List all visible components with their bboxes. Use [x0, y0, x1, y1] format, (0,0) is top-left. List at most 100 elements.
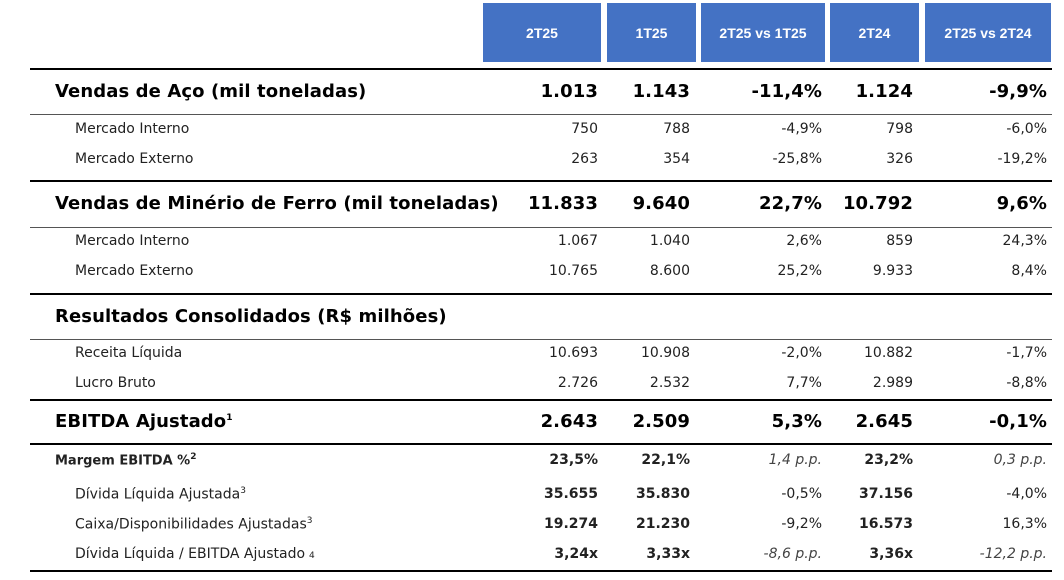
column-header-2t25-vs-2t24: 2T25 vs 2T24	[925, 3, 1051, 62]
cell-2t25-vs-1t25: -0,5%	[781, 486, 822, 502]
footnote-marker: 3	[306, 516, 313, 526]
cell-2t25-vs-1t25: 5,3%	[771, 411, 822, 432]
column-header-label: 2T25 vs 2T24	[944, 24, 1032, 41]
row-label: Mercado Interno	[75, 121, 190, 137]
cell-1t25: 2.532	[649, 375, 690, 391]
footnote-marker: 4	[309, 551, 315, 561]
cell-2t25: 35.655	[543, 486, 598, 502]
cell-2t24: 2.645	[855, 411, 913, 432]
cell-2t25-vs-1t25: 1,4 p.p.	[768, 452, 822, 468]
cell-2t24: 3,36x	[869, 546, 913, 562]
cell-2t25: 3,24x	[554, 546, 598, 562]
cell-2t24: 37.156	[858, 486, 913, 502]
cell-2t25-vs-2t24: -6,0%	[1006, 121, 1047, 137]
cell-1t25: 35.830	[635, 486, 690, 502]
divider	[30, 443, 1052, 445]
column-header-label: 2T24	[858, 24, 891, 41]
row-label-text: Dívida Líquida / EBITDA Ajustado	[75, 546, 306, 562]
cell-1t25: 354	[663, 151, 690, 167]
row-label: Mercado Externo	[75, 151, 194, 167]
cell-2t25-vs-1t25: 2,6%	[786, 233, 822, 249]
cell-2t25: 263	[571, 151, 598, 167]
cell-2t25-vs-1t25: -8,6 p.p.	[763, 546, 822, 562]
cell-2t25: 10.693	[549, 345, 598, 361]
cell-2t24: 326	[886, 151, 913, 167]
row-title: EBITDA Ajustado1	[55, 411, 233, 432]
cell-2t25-vs-2t24: -12,2 p.p.	[979, 546, 1047, 562]
cell-2t24: 10.792	[842, 193, 913, 214]
row-label: Lucro Bruto	[75, 375, 156, 391]
cell-2t25: 23,5%	[549, 452, 598, 468]
cell-1t25: 8.600	[649, 263, 690, 279]
cell-2t24: 9.933	[872, 263, 913, 279]
cell-2t25-vs-1t25: 22,7%	[759, 193, 822, 214]
column-header-label: 1T25	[635, 24, 668, 41]
row-title: Margem EBITDA %2	[55, 452, 196, 468]
cell-1t25: 788	[663, 121, 690, 137]
cell-2t24: 1.124	[855, 81, 913, 102]
row-label: Mercado Interno	[75, 233, 190, 249]
cell-1t25: 21.230	[635, 516, 690, 532]
cell-1t25: 9.640	[632, 193, 690, 214]
cell-1t25: 1.143	[632, 81, 690, 102]
row-label: Receita Líquida	[75, 345, 183, 361]
cell-2t25: 1.013	[540, 81, 598, 102]
cell-1t25: 1.040	[649, 233, 690, 249]
cell-2t24: 23,2%	[864, 452, 913, 468]
cell-2t24: 798	[886, 121, 913, 137]
cell-1t25: 2.509	[632, 411, 690, 432]
column-header-label: 2T25	[526, 24, 558, 41]
divider	[30, 114, 1052, 115]
cell-2t25: 10.765	[549, 263, 598, 279]
cell-2t25-vs-1t25: -4,9%	[781, 121, 822, 137]
cell-2t25-vs-2t24: -1,7%	[1006, 345, 1047, 361]
cell-2t25: 2.643	[540, 411, 598, 432]
cell-2t25: 2.726	[557, 375, 598, 391]
cell-1t25: 22,1%	[641, 452, 690, 468]
cell-2t24: 859	[886, 233, 913, 249]
cell-2t25-vs-2t24: 9,6%	[996, 193, 1047, 214]
footnote-marker: 1	[226, 413, 233, 423]
row-label: Caixa/Disponibilidades Ajustadas3	[75, 516, 312, 533]
column-header-2t25: 2T25	[483, 3, 601, 62]
row-label: Dívida Líquida / EBITDA Ajustado 4	[75, 546, 315, 562]
cell-2t25-vs-1t25: 25,2%	[777, 263, 822, 279]
row-label: Mercado Externo	[75, 263, 194, 279]
column-header-2t25-vs-1t25: 2T25 vs 1T25	[701, 3, 825, 62]
cell-2t24: 16.573	[858, 516, 913, 532]
footnote-marker: 2	[190, 452, 197, 462]
cell-2t25-vs-1t25: -11,4%	[751, 81, 822, 102]
cell-2t25-vs-2t24: -0,1%	[989, 411, 1047, 432]
cell-2t25-vs-2t24: -9,9%	[989, 81, 1047, 102]
cell-2t25: 19.274	[543, 516, 598, 532]
divider	[30, 68, 1052, 70]
column-header-label: 2T25 vs 1T25	[719, 24, 807, 41]
cell-2t25-vs-1t25: -25,8%	[772, 151, 822, 167]
column-header-1t25: 1T25	[607, 3, 696, 62]
cell-1t25: 3,33x	[646, 546, 690, 562]
cell-2t25-vs-2t24: 16,3%	[1002, 516, 1047, 532]
column-header-2t24: 2T24	[830, 3, 919, 62]
cell-2t25-vs-2t24: -8,8%	[1006, 375, 1047, 391]
divider	[30, 180, 1052, 182]
cell-2t25-vs-1t25: -9,2%	[781, 516, 822, 532]
cell-2t25-vs-2t24: 0,3 p.p.	[993, 452, 1047, 468]
cell-2t25-vs-2t24: -19,2%	[997, 151, 1047, 167]
divider	[30, 293, 1052, 295]
divider	[30, 227, 1052, 228]
row-title-text: EBITDA Ajustado	[55, 411, 227, 432]
row-label-text: Caixa/Disponibilidades Ajustadas	[75, 516, 307, 533]
row-title: Vendas de Minério de Ferro (mil tonelada…	[55, 193, 499, 214]
cell-2t25: 750	[571, 121, 598, 137]
divider	[30, 339, 1052, 340]
cell-2t24: 10.882	[864, 345, 913, 361]
footnote-marker: 3	[240, 486, 246, 496]
cell-2t24: 2.989	[872, 375, 913, 391]
row-title-text: Margem EBITDA %	[55, 453, 191, 469]
cell-2t25-vs-2t24: -4,0%	[1006, 486, 1047, 502]
row-label: Dívida Líquida Ajustada3	[75, 486, 246, 503]
cell-2t25: 1.067	[557, 233, 598, 249]
cell-1t25: 10.908	[641, 345, 690, 361]
row-label-text: Dívida Líquida Ajustada	[75, 486, 241, 503]
row-title: Resultados Consolidados (R$ milhões)	[55, 306, 447, 327]
